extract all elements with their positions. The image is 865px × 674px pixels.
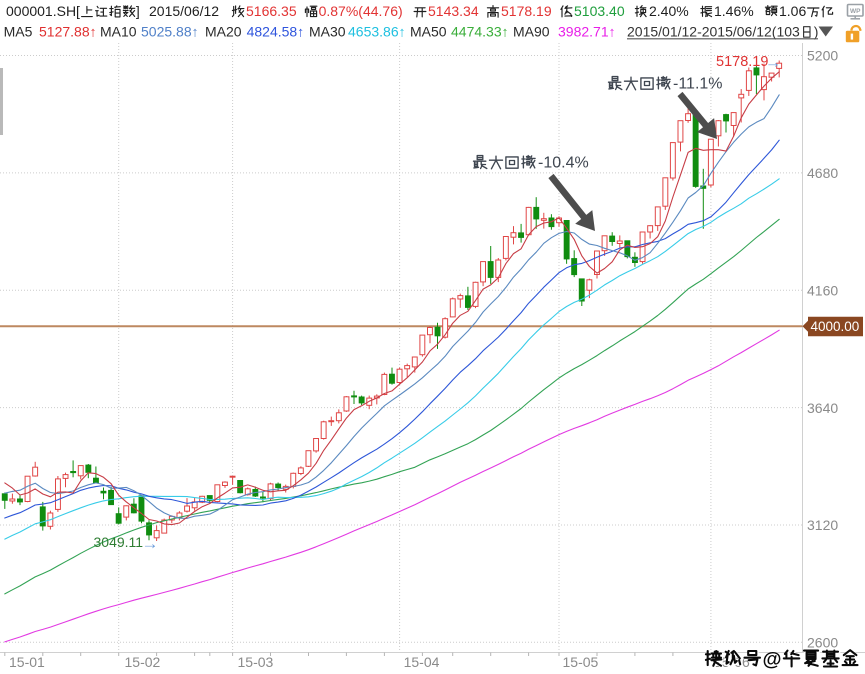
svg-text:3982.71↑: 3982.71↑ <box>558 23 616 39</box>
svg-text:@: @ <box>763 649 782 671</box>
svg-text:2015/01/12-2015/06/12(103: 2015/01/12-2015/06/12(103 <box>627 23 800 39</box>
svg-text:5200: 5200 <box>807 48 838 64</box>
svg-text:15-04: 15-04 <box>404 654 440 670</box>
svg-text:MA20: MA20 <box>205 23 242 39</box>
svg-text:15-01: 15-01 <box>9 654 45 670</box>
svg-text:5103.40: 5103.40 <box>574 3 625 19</box>
svg-text:4680: 4680 <box>807 165 838 181</box>
svg-text:]: ] <box>136 3 140 19</box>
svg-text:5127.88↑: 5127.88↑ <box>39 23 97 39</box>
svg-text:3049.11: 3049.11 <box>94 534 144 550</box>
svg-text:-10.4%: -10.4% <box>538 155 589 172</box>
svg-text:MA5: MA5 <box>4 23 33 39</box>
svg-text:): ) <box>814 23 819 39</box>
svg-text:→: → <box>765 55 781 72</box>
svg-text:5178.19: 5178.19 <box>501 3 552 19</box>
svg-text:4000.00: 4000.00 <box>811 319 860 334</box>
svg-text:000001.SH[: 000001.SH[ <box>6 3 80 19</box>
svg-text:MA10: MA10 <box>100 23 137 39</box>
svg-text:MA90: MA90 <box>513 23 550 39</box>
svg-text:15-03: 15-03 <box>238 654 274 670</box>
svg-text:2015/06/12: 2015/06/12 <box>149 3 219 19</box>
svg-text:-11.1%: -11.1% <box>673 76 723 93</box>
svg-text:@: @ <box>763 649 782 671</box>
svg-text:0.87%(44.76): 0.87%(44.76) <box>319 3 403 19</box>
svg-text:4824.58↑: 4824.58↑ <box>247 23 305 39</box>
svg-text:5178.19: 5178.19 <box>716 54 768 70</box>
svg-text:MA30: MA30 <box>309 23 346 39</box>
svg-text:WP: WP <box>850 8 861 15</box>
svg-text:15-02: 15-02 <box>125 654 161 670</box>
svg-text:2600: 2600 <box>807 635 838 651</box>
svg-text:4474.33↑: 4474.33↑ <box>451 23 509 39</box>
svg-text:2.40%: 2.40% <box>649 3 689 19</box>
svg-text:5025.88↑: 5025.88↑ <box>141 23 199 39</box>
svg-text:MA50: MA50 <box>410 23 447 39</box>
svg-text:3640: 3640 <box>807 400 838 416</box>
svg-text:1.46%: 1.46% <box>714 3 754 19</box>
svg-text:→: → <box>142 534 159 553</box>
svg-text:3120: 3120 <box>807 517 838 533</box>
svg-text:15-05: 15-05 <box>563 654 599 670</box>
svg-text:4160: 4160 <box>807 282 838 298</box>
svg-text:1.06: 1.06 <box>779 3 806 19</box>
svg-text:4653.86↑: 4653.86↑ <box>348 23 406 39</box>
svg-text:5166.35: 5166.35 <box>246 3 297 19</box>
svg-text:5143.34: 5143.34 <box>428 3 479 19</box>
